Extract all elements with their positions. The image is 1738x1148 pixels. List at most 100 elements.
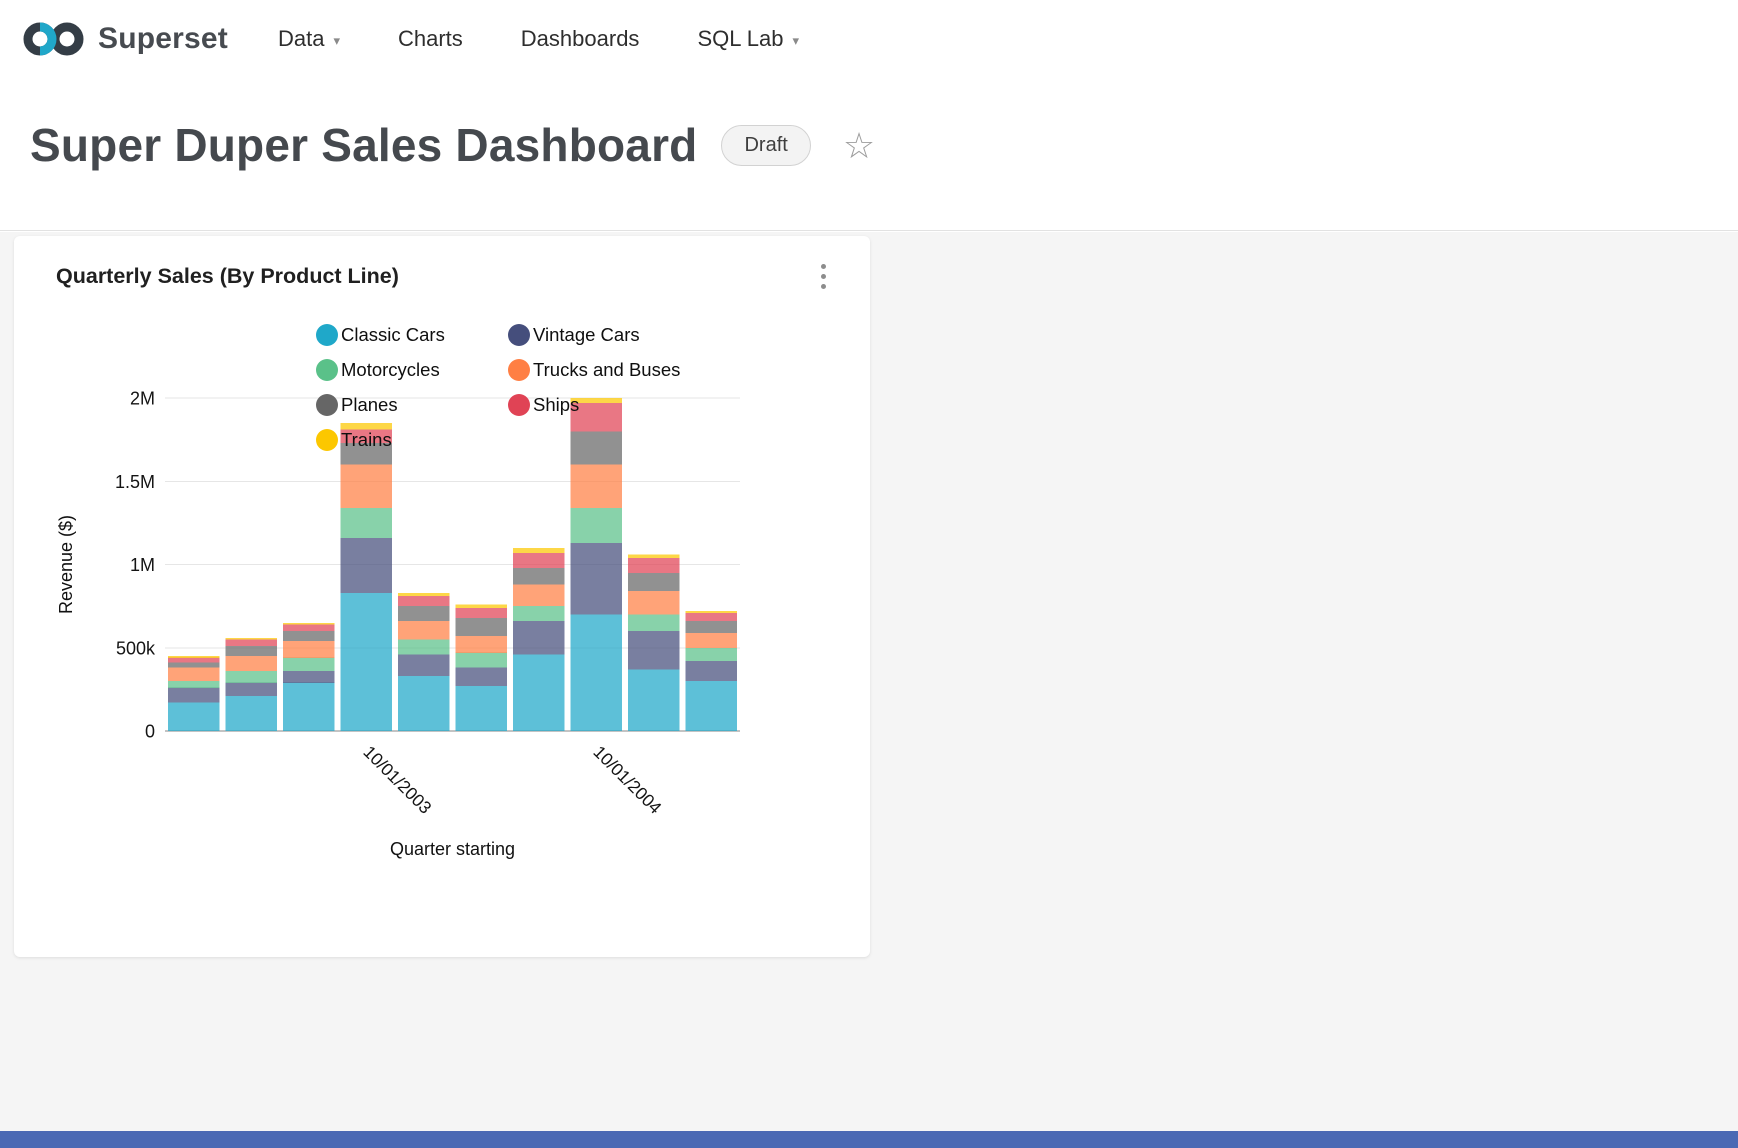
chart-more-menu-icon[interactable] (815, 257, 832, 295)
bar-segment-trucks-and-buses[interactable] (455, 636, 508, 653)
x-tick-label: 10/01/2003 (359, 742, 435, 818)
bar-segment-trucks-and-buses[interactable] (685, 632, 738, 648)
bar-segment-trucks-and-buses[interactable] (282, 641, 335, 658)
bar-segment-vintage-cars[interactable] (570, 542, 623, 615)
bar-segment-planes[interactable] (167, 662, 220, 668)
bar-segment-motorcycles[interactable] (397, 639, 450, 655)
bar-segment-planes[interactable] (685, 621, 738, 633)
bar-segment-trucks-and-buses[interactable] (512, 584, 565, 607)
nav-item-label: Charts (398, 26, 463, 51)
brand-wordmark[interactable]: Superset (98, 22, 228, 55)
bar-segment-planes[interactable] (397, 606, 450, 622)
legend-label: Trains (341, 429, 392, 450)
bar-segment-trains[interactable] (685, 611, 738, 613)
nav-item-sql-lab[interactable]: SQL Lab ▾ (697, 26, 799, 52)
bar-segment-vintage-cars[interactable] (225, 682, 278, 696)
legend-item-trucks-and-buses[interactable]: Trucks and Buses (508, 359, 680, 381)
legend-swatch-icon (316, 429, 338, 451)
bar-segment-trains[interactable] (225, 637, 278, 640)
bar-segment-trains[interactable] (627, 554, 680, 558)
legend-item-vintage-cars[interactable]: Vintage Cars (508, 324, 680, 346)
status-badge: Draft (721, 124, 811, 166)
bar-segment-ships[interactable] (167, 657, 220, 663)
bar-segment-motorcycles[interactable] (282, 657, 335, 671)
bar-segment-trains[interactable] (455, 604, 508, 608)
bar-segment-trucks-and-buses[interactable] (570, 464, 623, 508)
bar-segment-trucks-and-buses[interactable] (397, 621, 450, 640)
legend-swatch-icon (316, 324, 338, 346)
nav-item-charts[interactable]: Charts (398, 26, 463, 52)
bar-segment-planes[interactable] (340, 443, 393, 465)
bar-segment-vintage-cars[interactable] (282, 671, 335, 683)
legend-item-planes[interactable]: Planes (316, 394, 508, 416)
bar-segment-classic-cars[interactable] (167, 702, 220, 731)
legend-label: Ships (533, 394, 580, 415)
bar-segment-vintage-cars[interactable] (512, 621, 565, 655)
bar-segment-motorcycles[interactable] (340, 507, 393, 538)
chart-card-header: Quarterly Sales (By Product Line) (14, 236, 870, 302)
bar-segment-classic-cars[interactable] (570, 614, 623, 731)
bar-segment-trains[interactable] (340, 423, 393, 430)
bar-segment-classic-cars[interactable] (455, 686, 508, 731)
legend-item-trains[interactable]: Trains (316, 429, 508, 451)
nav-item-label: SQL Lab (697, 26, 784, 51)
bar-segment-trucks-and-buses[interactable] (225, 656, 278, 672)
bar-segment-motorcycles[interactable] (167, 681, 220, 688)
legend-item-classic-cars[interactable]: Classic Cars (316, 324, 508, 346)
bar-segment-motorcycles[interactable] (627, 614, 680, 632)
bar-segment-trains[interactable] (282, 622, 335, 625)
bar-segment-motorcycles[interactable] (455, 652, 508, 668)
bar-segment-classic-cars[interactable] (512, 654, 565, 731)
bar-segment-classic-cars[interactable] (282, 682, 335, 731)
bar-segment-vintage-cars[interactable] (455, 667, 508, 686)
bar-segment-motorcycles[interactable] (512, 606, 565, 622)
chart-title: Quarterly Sales (By Product Line) (56, 263, 399, 288)
bar-segment-ships[interactable] (685, 612, 738, 622)
bar-segment-classic-cars[interactable] (397, 676, 450, 731)
bar-segment-trains[interactable] (167, 656, 220, 658)
superset-logo-icon[interactable] (22, 16, 86, 62)
bar-segment-planes[interactable] (225, 646, 278, 657)
bar-segment-ships[interactable] (455, 607, 508, 618)
bar-segment-vintage-cars[interactable] (167, 687, 220, 703)
bar-segment-vintage-cars[interactable] (397, 654, 450, 676)
bar-segment-vintage-cars[interactable] (340, 537, 393, 593)
bar-segment-ships[interactable] (627, 557, 680, 573)
bar-segment-vintage-cars[interactable] (685, 661, 738, 682)
bar-segment-classic-cars[interactable] (340, 592, 393, 731)
legend-item-motorcycles[interactable]: Motorcycles (316, 359, 508, 381)
bar-segment-trucks-and-buses[interactable] (340, 464, 393, 508)
nav-item-data[interactable]: Data ▾ (278, 26, 340, 52)
bar-segment-motorcycles[interactable] (685, 647, 738, 662)
bar-segment-ships[interactable] (340, 429, 393, 443)
bar-segment-trucks-and-buses[interactable] (627, 591, 680, 615)
bar-segment-planes[interactable] (282, 631, 335, 642)
bar-segment-ships[interactable] (282, 624, 335, 632)
bar-segment-ships[interactable] (512, 552, 565, 568)
bar-segment-motorcycles[interactable] (225, 671, 278, 683)
bar-segment-ships[interactable] (397, 596, 450, 607)
chart-canvas: 0 500k 1M 1.5M 2M 10/01/2003 10/01/2004 Revenue… (56, 389, 740, 859)
legend-swatch-icon (316, 394, 338, 416)
bar-segment-planes[interactable] (627, 572, 680, 592)
bar-segment-ships[interactable] (570, 403, 623, 432)
legend-swatch-icon (508, 324, 530, 346)
chevron-down-icon: ▾ (792, 32, 799, 48)
favorite-star-icon[interactable]: ☆ (842, 125, 876, 166)
bar-segment-planes[interactable] (570, 431, 623, 465)
bar-segment-vintage-cars[interactable] (627, 631, 680, 670)
bar-segment-classic-cars[interactable] (225, 696, 278, 731)
bar-segment-classic-cars[interactable] (685, 681, 738, 731)
bar-segment-trains[interactable] (570, 398, 623, 403)
bar-segment-trains[interactable] (397, 592, 450, 597)
bar-segment-motorcycles[interactable] (570, 507, 623, 543)
bar-segment-ships[interactable] (225, 639, 278, 647)
legend-item-ships[interactable]: Ships (508, 394, 680, 416)
nav-item-dashboards[interactable]: Dashboards (521, 26, 640, 52)
bar-segment-planes[interactable] (512, 567, 565, 585)
bar-segment-classic-cars[interactable] (627, 669, 680, 731)
x-axis-title: Quarter starting (390, 839, 515, 859)
bar-segment-trucks-and-buses[interactable] (167, 667, 220, 681)
bar-segment-trains[interactable] (512, 547, 565, 553)
bar-segment-planes[interactable] (455, 617, 508, 637)
